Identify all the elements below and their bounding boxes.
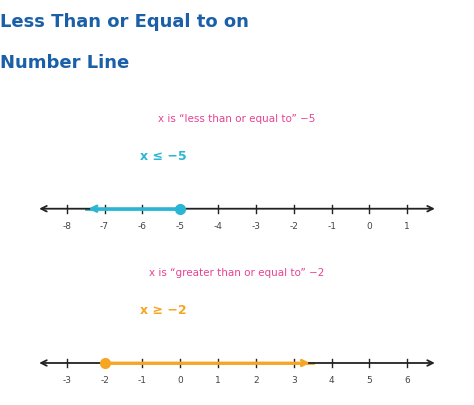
Text: -2: -2 <box>100 375 109 384</box>
Text: -1: -1 <box>138 375 147 384</box>
Text: 1: 1 <box>404 222 410 230</box>
Text: 6: 6 <box>404 375 410 384</box>
Text: 1: 1 <box>215 375 221 384</box>
Text: x is “greater than or equal to” −2: x is “greater than or equal to” −2 <box>149 268 325 277</box>
Text: 4: 4 <box>329 375 335 384</box>
Text: -5: -5 <box>176 222 185 230</box>
Text: -7: -7 <box>100 222 109 230</box>
Text: 5: 5 <box>366 375 373 384</box>
Text: -4: -4 <box>214 222 222 230</box>
FancyBboxPatch shape <box>6 247 468 393</box>
Text: x ≤ −5: x ≤ −5 <box>139 149 186 162</box>
Text: x ≥ −2: x ≥ −2 <box>139 303 186 316</box>
Text: -3: -3 <box>62 375 71 384</box>
Text: -1: -1 <box>327 222 336 230</box>
Text: 0: 0 <box>366 222 373 230</box>
Text: 3: 3 <box>291 375 297 384</box>
Text: Less Than or Equal to on: Less Than or Equal to on <box>0 13 249 31</box>
Text: -3: -3 <box>251 222 260 230</box>
Text: -8: -8 <box>62 222 71 230</box>
Text: -6: -6 <box>138 222 147 230</box>
Text: Number Line: Number Line <box>0 53 129 71</box>
Text: 0: 0 <box>177 375 183 384</box>
Text: -2: -2 <box>289 222 298 230</box>
Text: x is “less than or equal to” −5: x is “less than or equal to” −5 <box>158 114 316 124</box>
Text: 2: 2 <box>253 375 259 384</box>
FancyBboxPatch shape <box>6 93 468 239</box>
